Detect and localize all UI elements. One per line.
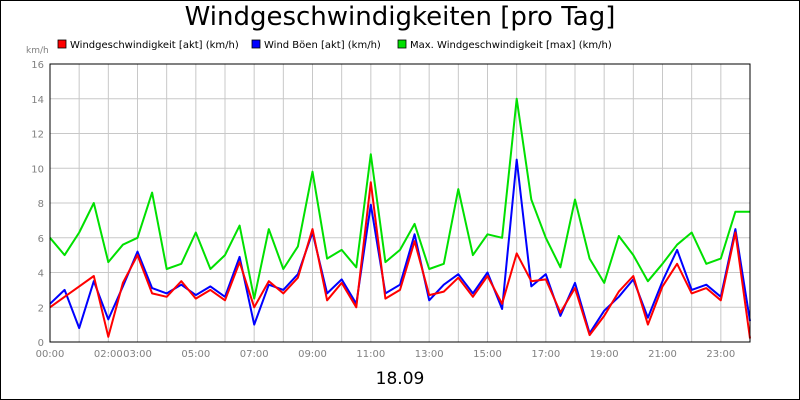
y-tick-label: 8 bbox=[38, 199, 44, 210]
x-tick-label: 19:00 bbox=[590, 349, 619, 360]
x-tick-label: 02:00 bbox=[94, 349, 123, 360]
legend-swatch bbox=[251, 39, 261, 49]
x-tick-label: 03:00 bbox=[123, 349, 152, 360]
y-axis-ticks: 0 2 4 6 8 10 12 14 16 bbox=[31, 60, 44, 349]
chart-title: Windgeschwindigkeiten [pro Tag] bbox=[184, 2, 616, 32]
x-tick-label: 13:00 bbox=[415, 349, 444, 360]
x-axis-date-label: 18.09 bbox=[375, 369, 425, 389]
legend: Windgeschwindigkeit [akt] (km/h) Wind Böe… bbox=[57, 39, 612, 51]
x-tick-label: 07:00 bbox=[240, 349, 269, 360]
legend-label: Max. Windgeschwindigkeit [max] (km/h) bbox=[410, 40, 612, 51]
y-tick-label: 16 bbox=[31, 60, 44, 71]
x-tick-label: 15:00 bbox=[473, 349, 502, 360]
plot-border bbox=[49, 63, 751, 343]
y-axis-label: km/h bbox=[26, 46, 49, 56]
x-tick-label: 11:00 bbox=[356, 349, 385, 360]
grid bbox=[50, 63, 750, 343]
x-tick-label: 21:00 bbox=[648, 349, 677, 360]
y-tick-label: 2 bbox=[38, 303, 44, 314]
legend-label: Windgeschwindigkeit [akt] (km/h) bbox=[70, 40, 239, 51]
y-tick-label: 0 bbox=[38, 338, 44, 349]
y-tick-label: 10 bbox=[31, 164, 44, 175]
x-tick-label: 05:00 bbox=[181, 349, 210, 360]
y-tick-label: 4 bbox=[38, 269, 44, 280]
x-tick-label: 00:00 bbox=[36, 349, 65, 360]
y-tick-label: 12 bbox=[31, 130, 44, 141]
y-tick-label: 6 bbox=[38, 234, 44, 245]
y-tick-label: 14 bbox=[31, 95, 44, 106]
series-line-2 bbox=[49, 97, 750, 300]
x-tick-label: 09:00 bbox=[298, 349, 327, 360]
legend-swatch bbox=[57, 39, 67, 49]
x-axis-ticks: 00:00 02:00 03:00 05:00 07:00 09:00 11:00 13:00… bbox=[36, 349, 736, 360]
plot-lines bbox=[49, 97, 751, 339]
legend-label: Wind Böen [akt] (km/h) bbox=[264, 40, 381, 51]
x-tick-label: 17:00 bbox=[531, 349, 560, 360]
series-line-0 bbox=[49, 181, 751, 339]
x-tick-label: 23:00 bbox=[706, 349, 735, 360]
legend-swatch bbox=[397, 39, 407, 49]
